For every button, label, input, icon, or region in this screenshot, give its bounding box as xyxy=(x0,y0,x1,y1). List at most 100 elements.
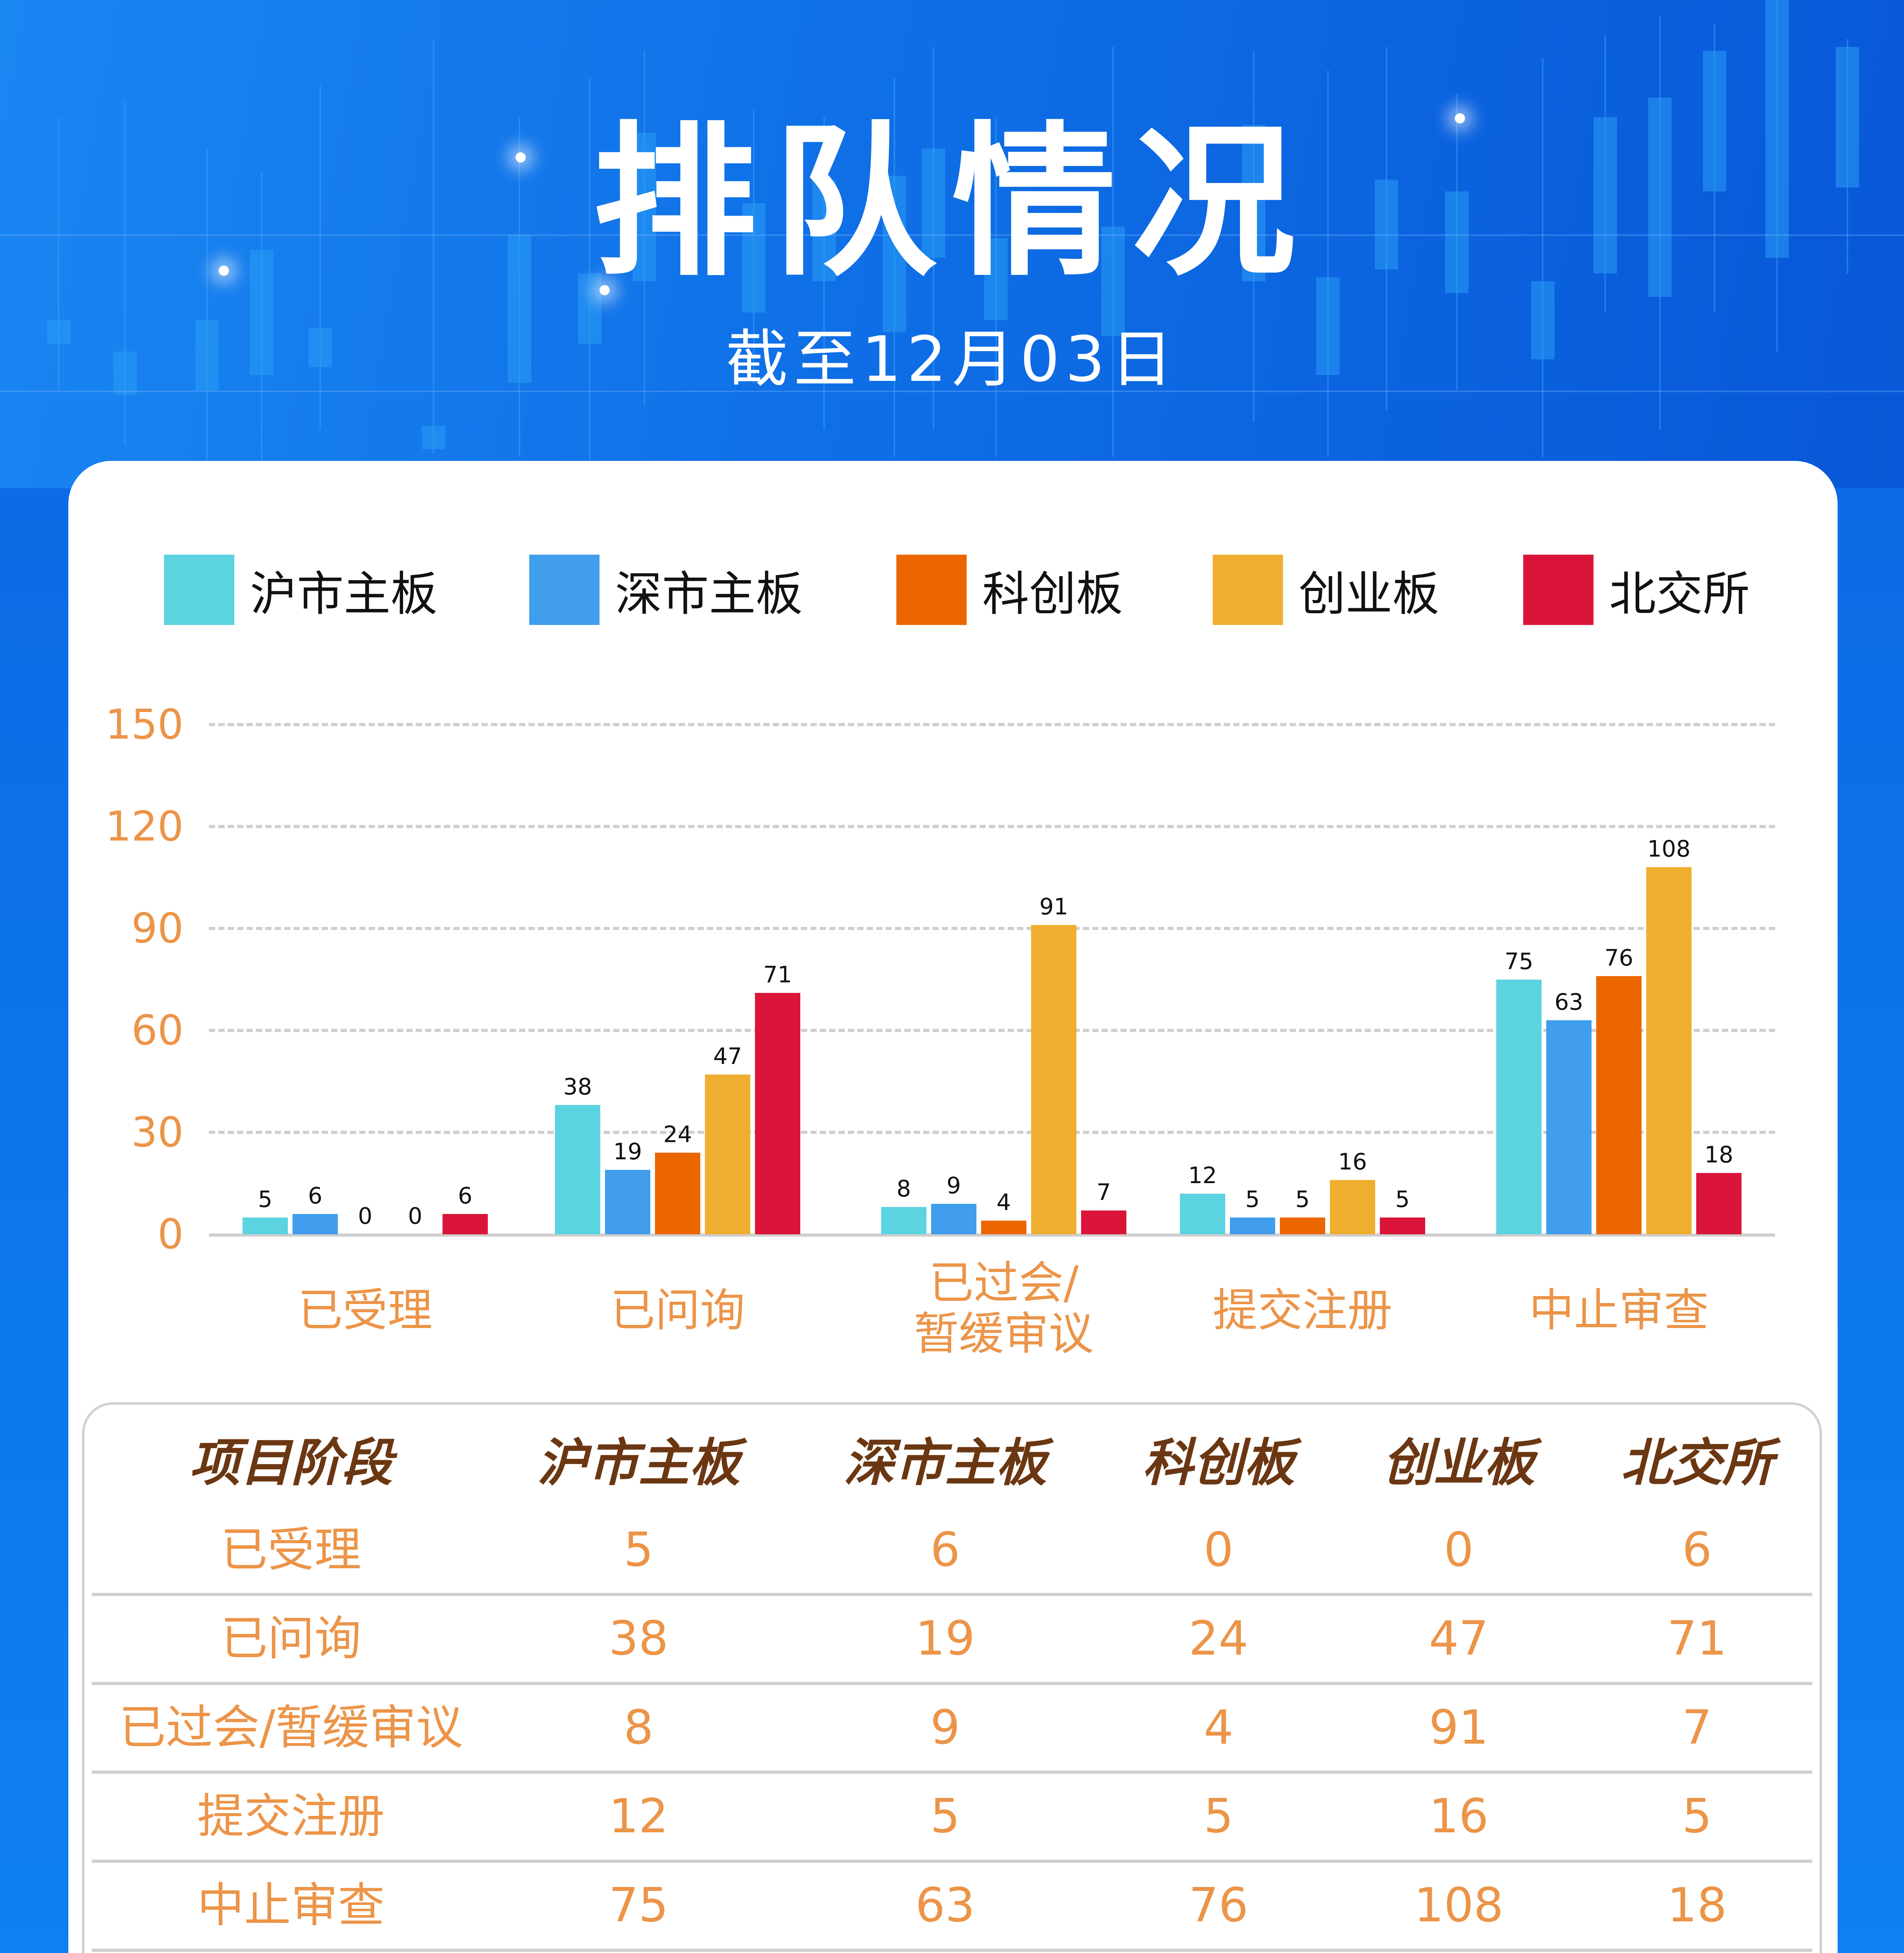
grid-line-decoration xyxy=(0,391,1904,392)
candle-body xyxy=(922,148,945,258)
bar xyxy=(243,1217,288,1234)
candle-body xyxy=(883,176,906,332)
y-axis-tick-label: 120 xyxy=(105,803,184,850)
bar xyxy=(1380,1217,1425,1234)
bar xyxy=(981,1221,1026,1234)
bar-value-label: 76 xyxy=(1604,944,1633,971)
bar xyxy=(555,1105,600,1234)
table-row-label: 已受理 xyxy=(221,1523,361,1577)
bar xyxy=(755,993,800,1234)
bar-value-label: 63 xyxy=(1554,988,1583,1015)
table-cell: 262 xyxy=(1342,1950,1576,1953)
y-axis-tick-label: 150 xyxy=(105,701,184,748)
bar-value-label: 24 xyxy=(663,1121,692,1148)
x-axis-category-label: 提交注册 xyxy=(1166,1285,1439,1336)
legend-label: 北交所 xyxy=(1609,567,1750,621)
legend-swatch xyxy=(164,555,234,625)
glow-dot xyxy=(219,266,229,276)
x-axis-category-label: 已过会/暂缓审议 xyxy=(867,1258,1140,1359)
candle-body xyxy=(1375,180,1398,270)
bar xyxy=(1596,976,1642,1234)
table-cell: 47 xyxy=(1429,1612,1489,1666)
bar xyxy=(1230,1217,1275,1234)
y-axis-tick-label: 60 xyxy=(131,1007,184,1054)
candle-body xyxy=(195,320,219,391)
bar xyxy=(1280,1217,1325,1234)
candle-body xyxy=(984,238,1008,320)
table-cell: 6 xyxy=(1682,1523,1712,1577)
table-cell: 38 xyxy=(608,1612,669,1666)
table-cell: 12 xyxy=(608,1789,669,1844)
table-row-divider xyxy=(92,1593,1812,1596)
candle-body xyxy=(47,320,70,344)
table-cell: 19 xyxy=(915,1612,975,1666)
header-background xyxy=(0,0,1904,488)
x-axis-category-label: 中止审查 xyxy=(1482,1285,1756,1336)
candle-body xyxy=(1242,125,1265,281)
table-cell: 108 xyxy=(1414,1878,1504,1933)
x-axis-line xyxy=(209,1234,1775,1237)
candle-wick xyxy=(261,172,262,586)
bar xyxy=(931,1203,976,1234)
legend-label: 创业板 xyxy=(1299,567,1439,621)
bar-value-label: 0 xyxy=(358,1203,373,1229)
bar xyxy=(1696,1173,1742,1234)
y-axis-tick-label: 30 xyxy=(131,1109,184,1156)
bar xyxy=(293,1214,338,1234)
table-header-cell: 科创板 xyxy=(1142,1433,1295,1492)
category-label-line: 已受理 xyxy=(298,1284,433,1337)
candle-wick xyxy=(124,102,126,445)
bar xyxy=(1546,1020,1592,1234)
table-cell: 76 xyxy=(1188,1878,1249,1933)
bar-value-label: 8 xyxy=(896,1175,911,1202)
candle-body xyxy=(742,203,766,312)
bar-value-label: 75 xyxy=(1504,948,1533,975)
gridline xyxy=(209,927,1775,930)
candle-body xyxy=(1101,227,1125,336)
table-header-cell: 创业板 xyxy=(1382,1433,1535,1492)
table-cell: 24 xyxy=(1188,1612,1249,1666)
gridline xyxy=(209,723,1775,726)
grid-line-decoration xyxy=(0,234,1904,236)
table-cell: 5 xyxy=(623,1523,654,1577)
bar-value-label: 47 xyxy=(713,1043,742,1070)
bar-value-label: 71 xyxy=(763,961,792,988)
legend-label: 科创板 xyxy=(982,567,1123,621)
bar xyxy=(1496,979,1542,1234)
bar-value-label: 5 xyxy=(258,1185,273,1212)
candle-body xyxy=(422,426,445,449)
table-cell: 109 xyxy=(1101,1950,1336,1953)
bar-value-label: 18 xyxy=(1704,1141,1733,1168)
candle-body xyxy=(1594,117,1617,273)
table-header-cell: 项目阶段 xyxy=(189,1433,393,1492)
page-subtitle: 截至12月03日 xyxy=(725,323,1179,396)
table-cell: 0 xyxy=(1203,1523,1234,1577)
legend-item-sz-main: 深市主板 xyxy=(529,555,803,625)
table-cell: 5 xyxy=(930,1789,960,1844)
table-cell: 75 xyxy=(608,1878,669,1933)
candle-body xyxy=(1703,51,1726,191)
candle-wick xyxy=(1542,59,1544,457)
candle-body xyxy=(1765,0,1789,258)
candle-body xyxy=(508,234,531,383)
x-axis-category-label: 已受理 xyxy=(228,1285,502,1336)
table-cell: 5 xyxy=(1682,1789,1712,1844)
bar-value-label: 6 xyxy=(458,1182,473,1209)
table-cell: 63 xyxy=(915,1878,975,1933)
bar-value-label: 7 xyxy=(1096,1179,1111,1206)
category-label-line: 已过会/ xyxy=(929,1257,1079,1309)
table-cell: 91 xyxy=(1429,1701,1489,1755)
table-cell: 102 xyxy=(808,1950,1082,1953)
candle-body xyxy=(250,250,273,375)
legend-item-chinext: 创业板 xyxy=(1213,555,1439,625)
legend-swatch xyxy=(1523,555,1594,625)
table-row-label: 合计 xyxy=(96,1950,486,1953)
candle-wick xyxy=(1327,70,1329,457)
table-cell: 5 xyxy=(1203,1789,1234,1844)
candle-body xyxy=(1445,191,1469,293)
table-cell: 7 xyxy=(1682,1701,1712,1755)
table-row-divider xyxy=(92,1949,1812,1952)
chart-legend: 沪市主板 深市主板 科创板 创业板 北交所 xyxy=(0,555,1904,625)
y-axis-tick-label: 90 xyxy=(131,905,184,952)
bar xyxy=(881,1207,926,1234)
